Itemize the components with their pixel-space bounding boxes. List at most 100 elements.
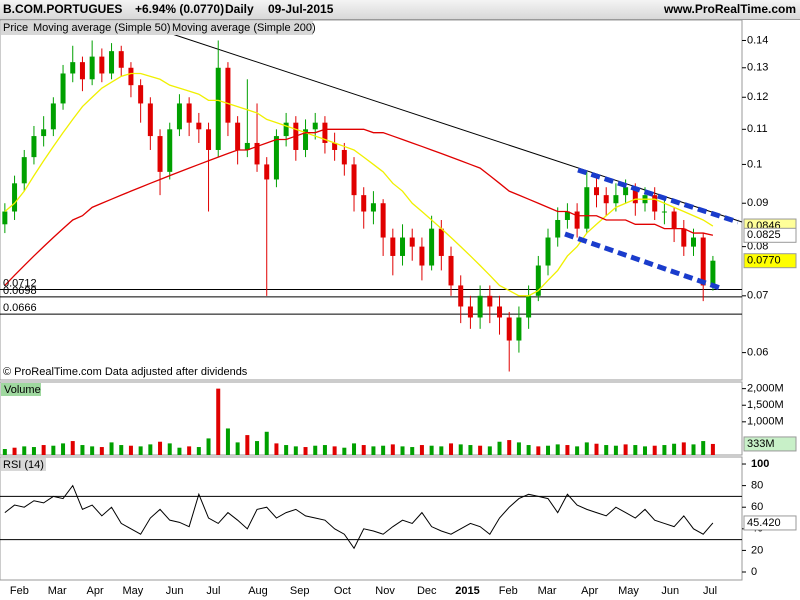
- rsi-panel: [0, 456, 743, 581]
- volume-bar: [99, 447, 104, 455]
- candle-body: [235, 122, 241, 150]
- trendline: [159, 29, 743, 223]
- candle-body: [574, 211, 580, 229]
- y-tick-label: 0.07: [747, 290, 768, 302]
- candle-body: [526, 295, 532, 318]
- legend-ma50: Moving average (Simple 50): [33, 22, 171, 34]
- volume-bar: [322, 445, 327, 455]
- value-tag: [743, 253, 797, 269]
- volume-bar: [526, 445, 531, 455]
- candle-body: [2, 211, 8, 225]
- candle-body: [584, 187, 590, 229]
- volume-bar: [313, 445, 318, 455]
- candle-body: [564, 211, 570, 220]
- volume-bar: [148, 444, 153, 455]
- panel-title-bg: [1, 383, 41, 396]
- x-tick-label: Jul: [206, 585, 220, 597]
- volume-bar: [332, 446, 337, 455]
- volume-bar: [381, 445, 386, 455]
- x-tick-label: Aug: [248, 585, 268, 597]
- volume-bar: [458, 444, 463, 455]
- rsi-line: [4, 484, 714, 550]
- candle-body: [283, 122, 289, 137]
- channel-lower: [564, 231, 721, 291]
- volume-bar: [468, 445, 473, 455]
- candle-body: [681, 228, 687, 247]
- y-tick-label: 0: [751, 566, 757, 578]
- value-tag-label: 0.0825: [747, 229, 781, 241]
- volume-bar: [70, 441, 75, 455]
- value-tag-label: 0.0846: [747, 220, 781, 232]
- candle-body: [322, 122, 328, 143]
- volume-bar: [419, 445, 424, 455]
- candle-body: [186, 103, 192, 123]
- candle-body: [467, 306, 473, 318]
- candle-body: [642, 195, 648, 204]
- y-tick-label: 60: [751, 501, 763, 513]
- volume-bar: [555, 444, 560, 455]
- candle-body: [409, 237, 415, 247]
- candle-body: [438, 228, 444, 256]
- volume-bar: [390, 444, 395, 455]
- candle-body: [390, 237, 396, 256]
- volume-bar: [371, 446, 376, 455]
- volume-bar: [710, 443, 715, 455]
- candle-body: [487, 295, 493, 307]
- x-tick-label: May: [122, 585, 143, 597]
- volume-bar: [487, 446, 492, 455]
- volume-bar: [177, 447, 182, 455]
- candle-body: [497, 306, 503, 318]
- volume-bar: [31, 447, 36, 455]
- y-tick-label: 100: [751, 458, 769, 470]
- candle-body: [254, 142, 260, 165]
- x-tick-label: Dec: [417, 585, 437, 597]
- candle-body: [661, 211, 667, 213]
- volume-bar: [652, 445, 657, 455]
- symbol: B.COM.PORTUGUES: [3, 2, 123, 16]
- y-tick-label: 0.08: [747, 241, 768, 253]
- x-tick-label: Mar: [48, 585, 67, 597]
- volume-bar: [206, 438, 211, 455]
- volume-bar: [613, 445, 618, 455]
- candle-body: [176, 103, 182, 130]
- volume-bar: [225, 428, 230, 455]
- candle-body: [89, 56, 95, 80]
- panel-title: Volume: [4, 384, 41, 396]
- candle-body: [429, 228, 435, 266]
- level-label: 0.0698: [3, 285, 37, 297]
- volume-bar: [701, 441, 706, 455]
- value-tag-label: 333M: [747, 438, 775, 450]
- volume-bar: [2, 449, 7, 455]
- candle-body: [700, 237, 706, 286]
- candle-body: [623, 187, 629, 196]
- candle-body: [400, 237, 406, 256]
- x-tick-label: Feb: [10, 585, 29, 597]
- y-tick-label: 2,000M: [747, 383, 784, 395]
- y-tick-label: 1,000M: [747, 416, 784, 428]
- candle-body: [477, 295, 483, 318]
- y-tick-label: 0.1: [747, 158, 762, 170]
- candle-body: [535, 265, 541, 296]
- value-tag-label: 45.420: [747, 517, 781, 529]
- candle-body: [419, 246, 425, 266]
- note: © ProRealTime.com Data adjusted after di…: [3, 366, 248, 378]
- volume-bar: [604, 445, 609, 455]
- header-bar: B.COM.PORTUGUES +6.94% (0.0770) Daily 09…: [0, 0, 800, 20]
- candle-body: [167, 129, 173, 172]
- candle-body: [157, 136, 163, 172]
- volume-bar: [546, 445, 551, 455]
- x-tick-label: Jun: [166, 585, 184, 597]
- site: www.ProRealTime.com: [663, 2, 796, 16]
- candle-body: [79, 62, 85, 80]
- volume-bar: [429, 445, 434, 455]
- candle-body: [147, 103, 153, 137]
- candle-body: [60, 73, 66, 104]
- volume-bar: [575, 446, 580, 455]
- candle-body: [264, 164, 270, 180]
- x-tick-label: May: [618, 585, 639, 597]
- value-tag: [743, 227, 797, 243]
- candle-body: [118, 51, 124, 68]
- candle-body: [215, 67, 221, 150]
- candle-body: [652, 195, 658, 212]
- candle-body: [370, 203, 376, 212]
